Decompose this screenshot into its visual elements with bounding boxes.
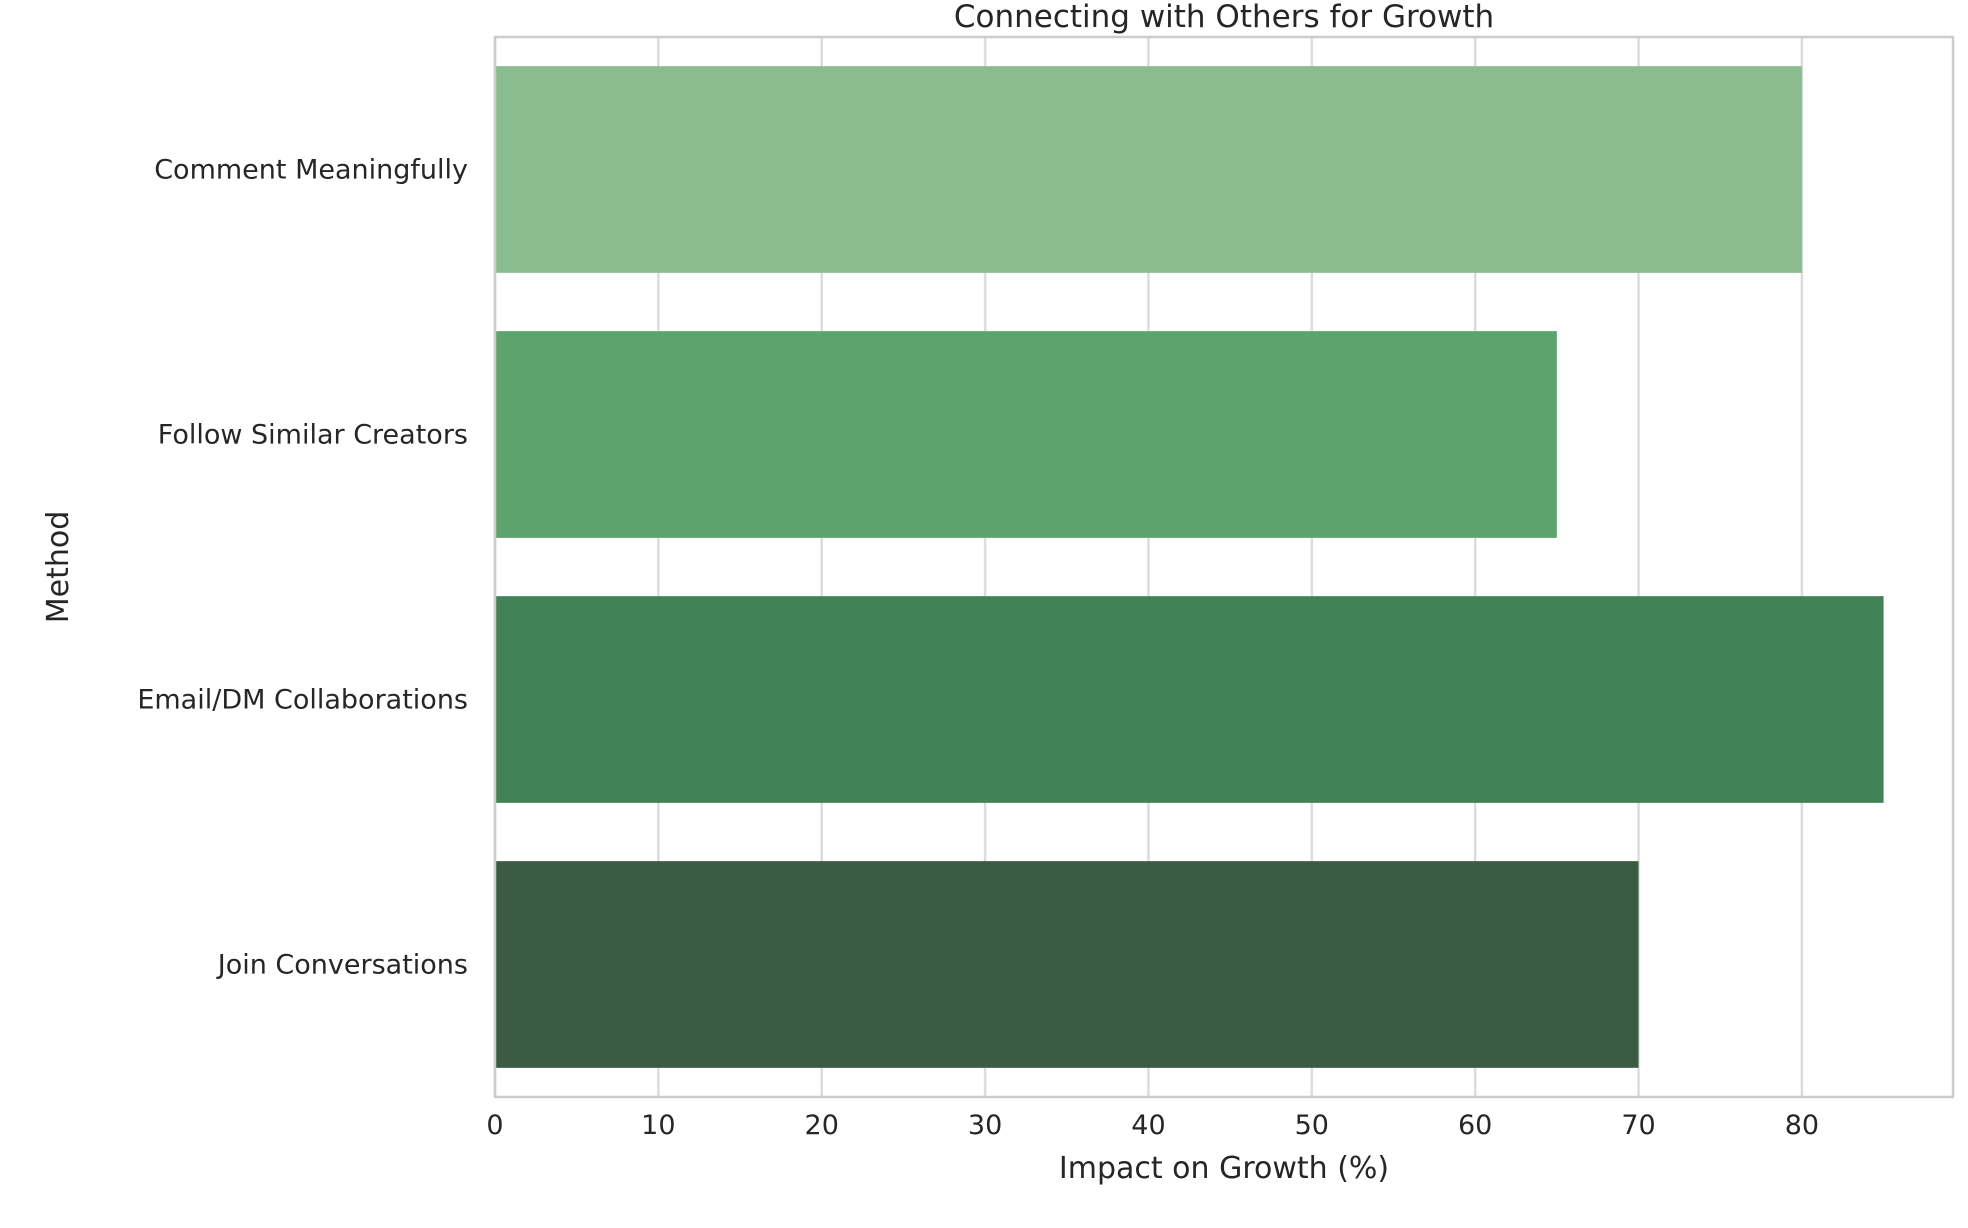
x-axis-label: Impact on Growth (%) — [1059, 1151, 1389, 1186]
y-tick-labels: Comment Meaningfully Follow Similar Creat… — [137, 155, 468, 981]
y-tick-label: Join Conversations — [216, 950, 468, 981]
y-tick-label: Comment Meaningfully — [154, 155, 468, 186]
y-tick-label: Follow Similar Creators — [158, 420, 468, 451]
x-tick-label: 70 — [1621, 1110, 1655, 1141]
y-axis-label: Method — [41, 511, 76, 624]
bars — [495, 66, 1884, 1068]
x-tick-label: 0 — [486, 1110, 503, 1141]
bar — [495, 331, 1557, 538]
x-tick-label: 10 — [641, 1110, 675, 1141]
bar — [495, 596, 1884, 803]
x-tick-label: 40 — [1131, 1110, 1165, 1141]
x-tick-label: 50 — [1295, 1110, 1329, 1141]
plot-frame — [493, 35, 1955, 1099]
x-tick-label: 80 — [1785, 1110, 1819, 1141]
bar — [495, 66, 1802, 273]
y-tick-label: Email/DM Collaborations — [137, 685, 468, 716]
x-tick-label: 30 — [968, 1110, 1002, 1141]
x-tick-labels: 0 10 20 30 40 50 60 70 80 — [486, 1110, 1819, 1141]
bar — [495, 861, 1639, 1068]
x-tick-label: 20 — [805, 1110, 839, 1141]
x-tick-label: 60 — [1458, 1110, 1492, 1141]
chart-title: Connecting with Others for Growth — [954, 0, 1494, 35]
